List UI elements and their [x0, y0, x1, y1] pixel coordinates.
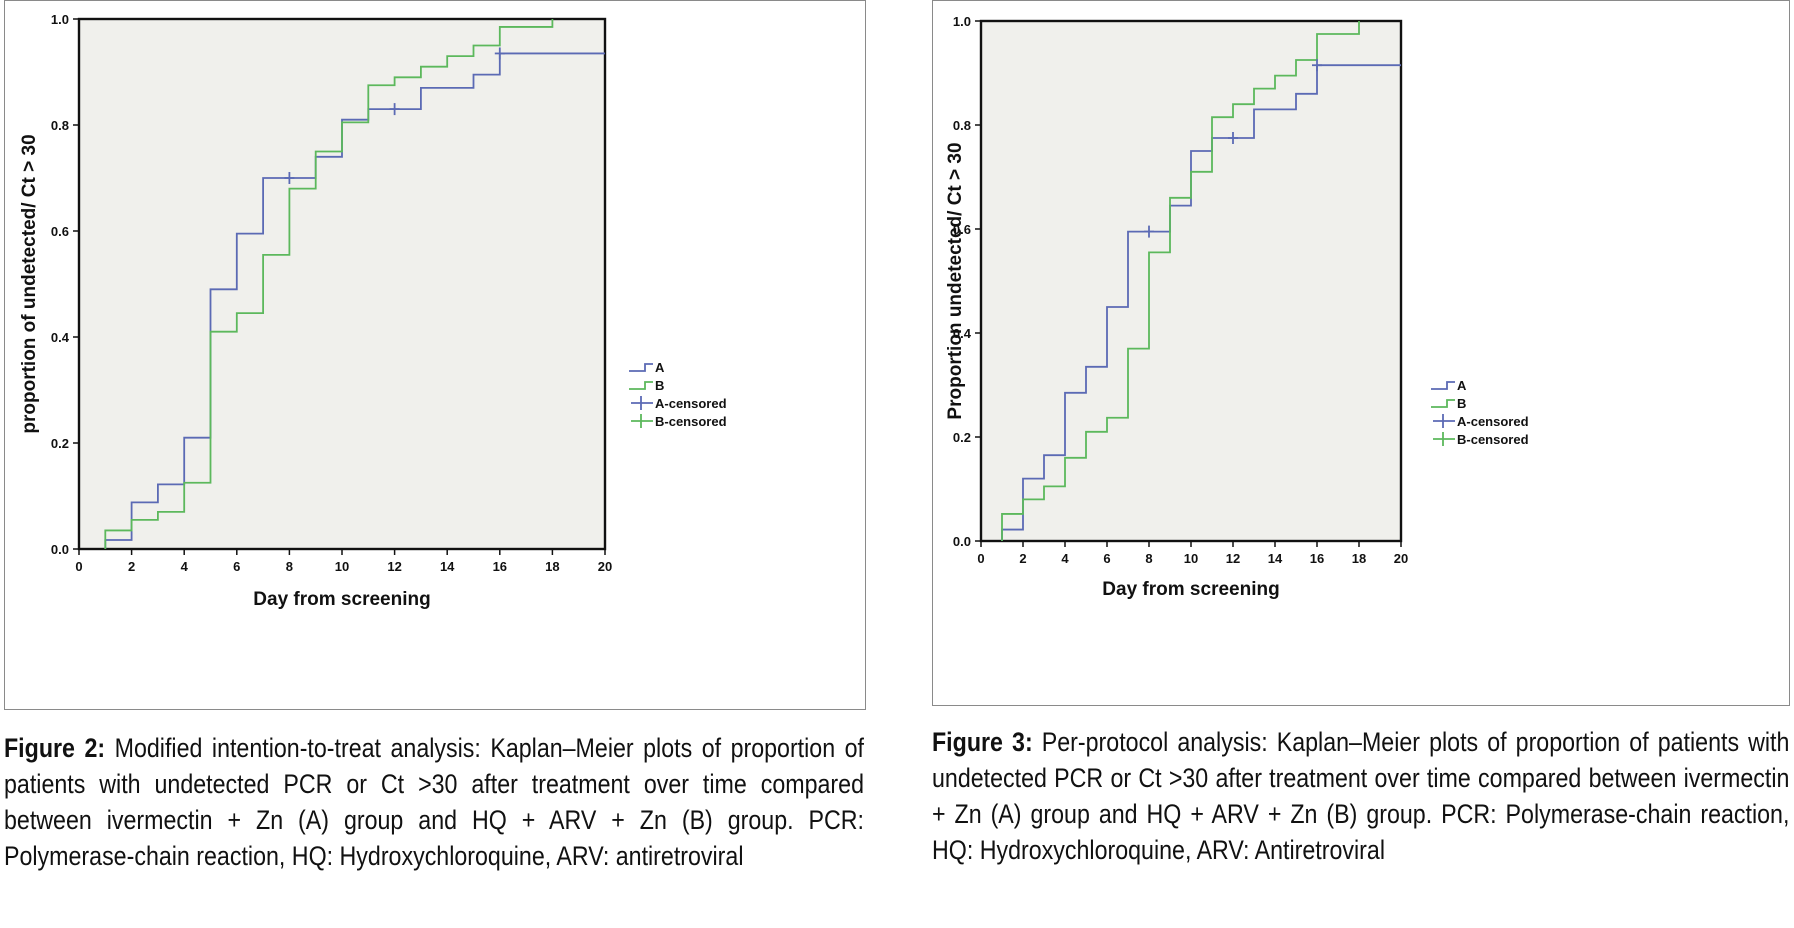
x-tick-label: 4 — [181, 559, 189, 574]
censored-marker — [1228, 132, 1238, 144]
x-tick-label: 16 — [1310, 551, 1324, 566]
legend-item-b: B — [629, 378, 664, 393]
censored-marker — [284, 172, 295, 184]
figure-3-chart: 0 2 4 6 8 10 12 14 16 18 20 0.0 0.2 0.4 0.6 0.8 1.0 Day f… — [945, 14, 1529, 600]
series-a-line — [1001, 64, 1401, 541]
x-tick-label: 2 — [1019, 551, 1026, 566]
x-tick-label: 18 — [1352, 551, 1366, 566]
svg-text:A: A — [655, 360, 665, 375]
x-tick-label: 0 — [75, 559, 82, 574]
svg-text:B: B — [1457, 396, 1466, 411]
figure-2-panel: 0 2 4 6 8 10 12 14 16 18 20 0.0 0.2 0.4 0.6 0.8 1.0 Day f… — [4, 0, 866, 710]
y-axis-label: Proportion undetected/ Ct > 30 — [945, 142, 966, 419]
x-tick-label: 14 — [440, 559, 455, 574]
x-axis-label: Day from screening — [253, 589, 430, 610]
x-tick-label: 20 — [598, 559, 612, 574]
y-tick-label: 0.0 — [953, 534, 971, 549]
x-tick-label: 0 — [977, 551, 984, 566]
figure-3-caption-text: Per-protocol analysis: Kaplan–Meier plot… — [932, 727, 1790, 865]
x-tick-label: 20 — [1394, 551, 1408, 566]
y-tick-label: 0.8 — [953, 118, 971, 133]
y-tick-label: 0.8 — [51, 118, 69, 133]
x-tick-label: 10 — [1184, 551, 1198, 566]
x-tick-label: 4 — [1061, 551, 1069, 566]
legend-item-b-censored: B-censored — [1433, 432, 1529, 447]
x-tick-label: 8 — [286, 559, 293, 574]
x-tick-label: 6 — [233, 559, 240, 574]
figure-2-caption-label: Figure 2: — [4, 733, 106, 763]
figure-2-caption-text: Modified intention-to-treat analysis: Ka… — [4, 733, 865, 871]
x-tick-label: 12 — [1226, 551, 1240, 566]
x-tick-label: 14 — [1268, 551, 1283, 566]
svg-text:A: A — [1457, 378, 1467, 393]
figure-2-chart: 0 2 4 6 8 10 12 14 16 18 20 0.0 0.2 0.4 0.6 0.8 1.0 Day f… — [19, 12, 727, 610]
y-axis-label: proportion of undetected/ Ct > 30 — [19, 134, 40, 433]
censored-marker — [1144, 225, 1154, 238]
svg-text:B: B — [655, 378, 664, 393]
series-b-line — [104, 19, 554, 549]
y-tick-label: 0.4 — [51, 330, 70, 345]
y-tick-label: 0.6 — [51, 224, 69, 239]
x-tick-label: 12 — [387, 559, 401, 574]
y-tick-label: 0.4 — [953, 326, 972, 341]
svg-text:A-censored: A-censored — [1457, 414, 1529, 429]
censored-marker — [494, 47, 505, 60]
censored-marker — [389, 103, 400, 116]
y-tick-label: 1.0 — [953, 14, 971, 29]
series-b-line — [1001, 21, 1360, 541]
figure-2-caption: Figure 2: Modified intention-to-treat an… — [4, 730, 864, 874]
plot-area — [77, 17, 607, 551]
legend-item-a: A — [629, 360, 665, 375]
x-axis-label: Day from screening — [1102, 579, 1279, 600]
svg-text:B-censored: B-censored — [655, 414, 727, 429]
x-tick-label: 6 — [1103, 551, 1110, 566]
x-tick-label: 16 — [493, 559, 507, 574]
y-tick-label: 1.0 — [51, 12, 69, 27]
series-a-line — [104, 52, 605, 549]
legend-item-a-censored: A-censored — [1433, 414, 1529, 429]
legend-item-b-censored: B-censored — [631, 414, 727, 429]
y-tick-label: 0.0 — [51, 542, 69, 557]
x-tick-label: 2 — [128, 559, 135, 574]
x-tick-label: 10 — [335, 559, 349, 574]
figure-3-panel: 0 2 4 6 8 10 12 14 16 18 20 0.0 0.2 0.4 0.6 0.8 1.0 Day f… — [932, 0, 1790, 706]
svg-text:A-censored: A-censored — [655, 396, 727, 411]
censored-marker — [1312, 59, 1322, 72]
figure-3-caption: Figure 3: Per-protocol analysis: Kaplan–… — [932, 724, 1789, 868]
y-tick-label: 0.2 — [51, 436, 69, 451]
figure-3-caption-label: Figure 3: — [932, 727, 1033, 757]
legend-item-b: B — [1431, 396, 1466, 411]
x-tick-label: 8 — [1145, 551, 1152, 566]
y-tick-label: 0.6 — [953, 222, 971, 237]
legend-item-a: A — [1431, 378, 1467, 393]
legend-item-a-censored: A-censored — [631, 396, 727, 411]
x-tick-label: 18 — [545, 559, 559, 574]
y-tick-label: 0.2 — [953, 430, 971, 445]
svg-text:B-censored: B-censored — [1457, 432, 1529, 447]
